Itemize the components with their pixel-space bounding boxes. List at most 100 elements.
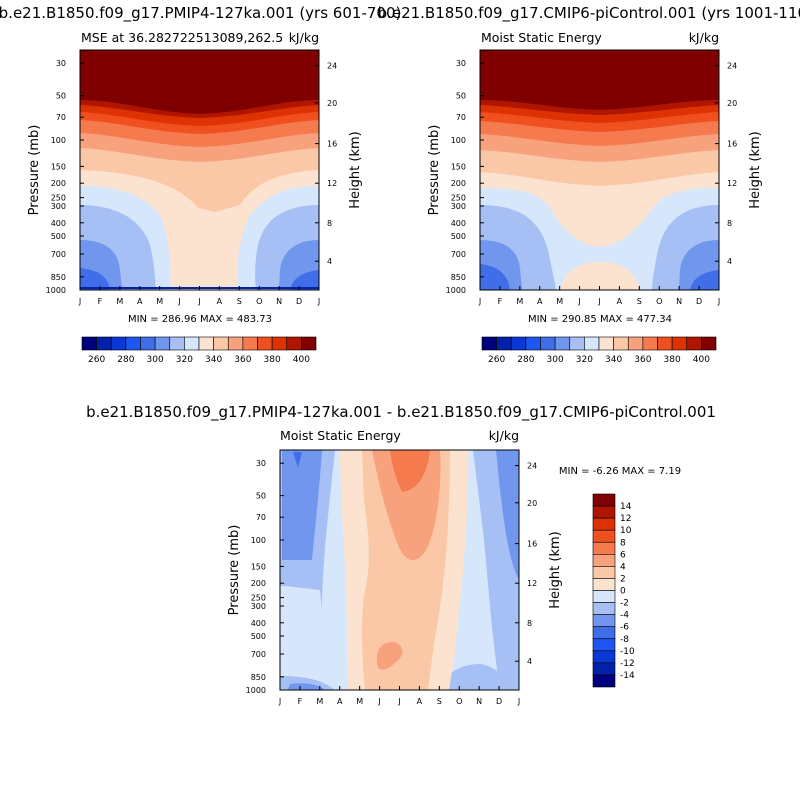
x-tick-label: J	[597, 297, 600, 306]
colorbar-label: 300	[147, 355, 164, 365]
panel-1-units: kJ/kg	[289, 30, 319, 45]
panel-1-band-400	[80, 50, 319, 114]
y-tick-label: 30	[456, 59, 466, 68]
y-tick-label: 50	[256, 492, 266, 501]
colorbar-swatch	[213, 336, 229, 351]
y-tick-label: 1000	[46, 286, 66, 295]
height-tick-label: 4	[727, 257, 732, 266]
colorbar-swatch	[554, 336, 571, 351]
panel-3-neg-low-right	[440, 664, 510, 690]
colorbar-label: 14	[620, 502, 632, 512]
panel-3-ylabel: Pressure (mb)	[227, 525, 242, 616]
panel-1-field	[80, 50, 319, 290]
height-tick-label: 4	[327, 257, 332, 266]
height-tick-label: 8	[727, 219, 732, 228]
x-tick-label: D	[296, 297, 302, 306]
panel-2-ylabel-right: Height (km)	[748, 131, 763, 208]
x-tick-label: O	[456, 697, 462, 706]
x-tick-label: J	[177, 297, 180, 306]
colorbar-label: 400	[293, 355, 310, 365]
colorbar-swatch	[592, 541, 616, 555]
panel-3-pos-4	[372, 450, 441, 561]
panel-1-ylabel-right: Height (km)	[348, 131, 363, 208]
height-tick-label: 12	[727, 179, 737, 188]
height-tick-label: 24	[727, 62, 737, 71]
y-tick-label: 250	[451, 194, 466, 203]
colorbar-label: -2	[620, 599, 629, 609]
y-tick-label: 50	[56, 92, 66, 101]
x-tick-label: M	[156, 297, 163, 306]
x-tick-label: J	[377, 697, 380, 706]
colorbar-swatch	[686, 336, 702, 351]
y-tick-label: 400	[251, 619, 266, 628]
y-tick-label: 150	[451, 162, 466, 171]
panel-1-cold-left-290	[80, 268, 110, 290]
panel-1: b.e21.B1850.f09_g17.PMIP4-127ka.001 (yrs…	[0, 4, 401, 365]
colorbar-swatch	[592, 493, 616, 507]
colorbar-swatch	[592, 517, 616, 531]
x-tick-label: O	[656, 297, 662, 306]
colorbar-swatch	[110, 336, 127, 351]
x-tick-label: M	[516, 297, 523, 306]
colorbar-label: 380	[664, 355, 681, 365]
y-tick-label: 700	[451, 250, 466, 259]
panel-2-title: b.e21.B1850.f09_g17.CMIP6-piControl.001 …	[378, 4, 800, 23]
colorbar-swatch	[154, 336, 171, 351]
y-tick-label: 150	[251, 562, 266, 571]
height-tick-label: 16	[727, 140, 737, 149]
x-tick-label: A	[217, 297, 223, 306]
panel-2-y-axis-right: 24 20 16 12 8 4	[715, 62, 737, 266]
height-tick-label: 24	[527, 462, 537, 471]
y-tick-label: 100	[451, 136, 466, 145]
y-tick-label: 300	[251, 602, 266, 611]
height-tick-label: 20	[527, 499, 537, 508]
colorbar-swatch	[496, 336, 512, 351]
colorbar-swatch	[169, 336, 185, 351]
x-tick-label: F	[298, 697, 303, 706]
colorbar-swatch	[592, 638, 616, 652]
y-tick-label: 700	[251, 650, 266, 659]
panel-3-left-label: Moist Static Energy	[280, 428, 401, 443]
colorbar-swatch	[96, 336, 112, 351]
x-tick-label: D	[496, 697, 502, 706]
colorbar-label: -6	[620, 623, 629, 633]
height-tick-label: 20	[327, 99, 337, 108]
colorbar-label: 400	[693, 355, 710, 365]
colorbar-swatch	[227, 336, 244, 351]
height-tick-label: 16	[527, 540, 537, 549]
colorbar-swatch	[81, 336, 97, 351]
colorbar-swatch	[257, 336, 273, 351]
x-tick-label: N	[276, 297, 282, 306]
colorbar-swatch	[540, 336, 556, 351]
x-tick-label: J	[478, 297, 481, 306]
colorbar-swatch	[584, 336, 600, 351]
panel-1-stats: MIN = 286.96 MAX = 483.73	[128, 314, 272, 325]
height-tick-label: 20	[727, 99, 737, 108]
colorbar-swatch	[592, 554, 616, 567]
x-tick-label: A	[417, 697, 423, 706]
y-tick-label: 500	[251, 632, 266, 641]
x-tick-label: J	[278, 697, 281, 706]
colorbar-swatch	[592, 614, 616, 627]
y-tick-label: 30	[56, 59, 66, 68]
x-tick-label: N	[676, 297, 682, 306]
panel-3-pos-6	[390, 450, 430, 492]
y-tick-label: 50	[456, 92, 466, 101]
x-tick-label: M	[356, 697, 363, 706]
y-tick-label: 400	[51, 219, 66, 228]
panel-3-pos-4-low	[376, 642, 403, 670]
y-tick-label: 200	[251, 579, 266, 588]
y-tick-label: 400	[451, 219, 466, 228]
colorbar-label: 8	[620, 538, 626, 548]
panel-3-stats: MIN = -6.26 MAX = 7.19	[559, 466, 681, 477]
panel-3-neg-low-left-2	[288, 683, 325, 690]
panel-3-y-axis-right: 24 20 16 12 8 4	[515, 462, 537, 666]
colorbar-swatch	[271, 336, 288, 351]
panel-3-units: kJ/kg	[489, 428, 519, 443]
x-tick-label: J	[317, 297, 320, 306]
y-tick-label: 30	[256, 459, 266, 468]
colorbar-swatch	[510, 336, 527, 351]
colorbar-label: 0	[620, 587, 626, 597]
